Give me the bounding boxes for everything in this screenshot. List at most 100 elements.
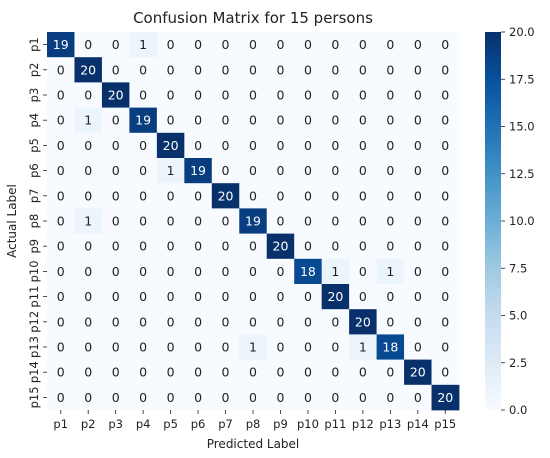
cell-value-label: 1: [84, 214, 92, 229]
heatmap-cell: [156, 284, 185, 310]
cell-value-label: 0: [441, 88, 449, 103]
cell-value-label: 0: [359, 62, 367, 77]
cell-value-label: 0: [331, 37, 339, 52]
heatmap-cell: [266, 107, 295, 134]
cell-value-label: 0: [222, 138, 230, 153]
heatmap-cell: [101, 107, 130, 134]
heatmap-cell: [404, 32, 432, 58]
heatmap-cell: [129, 158, 158, 184]
cell-value-label: 0: [276, 314, 284, 329]
heatmap-cell: [74, 309, 103, 335]
heatmap-cell: [404, 384, 432, 411]
cell-value-label: 0: [112, 289, 120, 304]
heatmap-cell: [349, 107, 377, 134]
heatmap-cell: [74, 32, 103, 58]
heatmap-cell: [47, 57, 75, 83]
heatmap-cell: [184, 258, 213, 285]
heatmap-cell: [376, 82, 405, 108]
cell-value-label: 0: [441, 138, 449, 153]
cell-value-label: 0: [57, 188, 65, 203]
colorbar-tick-label: 2.5: [509, 356, 527, 370]
heatmap-cell: [184, 359, 213, 386]
cell-value-label: 0: [386, 113, 394, 128]
cell-value-label: 0: [441, 163, 449, 178]
cell-value-label: 0: [276, 390, 284, 405]
heatmap-cell: [184, 132, 213, 159]
cell-value-label: 0: [84, 138, 92, 153]
heatmap-cell: [376, 258, 405, 285]
colorbar-tick-label: 20.0: [509, 25, 535, 39]
heatmap-cell: [156, 82, 185, 108]
cell-value-label: 0: [359, 188, 367, 203]
cell-value-label: 0: [276, 365, 284, 380]
heatmap-cell: [404, 183, 432, 209]
x-axis-label: Predicted Label: [207, 437, 300, 451]
heatmap-cell: [431, 57, 460, 83]
heatmap-cell: [431, 334, 460, 360]
cell-value-label: 0: [194, 239, 202, 254]
heatmap-cell: [47, 107, 75, 134]
cell-value-label: 0: [139, 188, 147, 203]
heatmap-cell: [266, 32, 295, 58]
cell-value-label: 0: [139, 163, 147, 178]
heatmap-cell: [156, 32, 185, 58]
cell-value-label: 0: [139, 88, 147, 103]
heatmap-cell: [101, 82, 130, 108]
heatmap-cell: [266, 57, 295, 83]
cell-value-label: 0: [194, 214, 202, 229]
cell-value-label: 0: [276, 340, 284, 355]
heatmap-cell: [74, 334, 103, 360]
cell-value-label: 0: [194, 264, 202, 279]
heatmap-cell: [376, 233, 405, 260]
y-tick-label: p15: [27, 386, 41, 408]
heatmap-cell: [156, 208, 185, 234]
heatmap-cell: [47, 309, 75, 335]
heatmap-cell: [156, 309, 185, 335]
heatmap-cell: [239, 82, 268, 108]
heatmap-cell: [294, 183, 323, 209]
heatmap-cell: [101, 334, 130, 360]
heatmap-cell: [376, 132, 405, 159]
cell-value-label: 0: [386, 188, 394, 203]
cell-value-label: 0: [414, 264, 422, 279]
cell-value-label: 0: [194, 88, 202, 103]
y-tick-label: p12: [27, 311, 41, 333]
cell-value-label: 0: [331, 113, 339, 128]
cell-value-label: 20: [410, 365, 426, 380]
cell-value-label: 0: [194, 113, 202, 128]
cell-value-label: 0: [359, 365, 367, 380]
cell-value-label: 0: [194, 188, 202, 203]
cell-value-label: 0: [222, 314, 230, 329]
cell-value-label: 0: [276, 289, 284, 304]
x-tick-label: p15: [434, 417, 456, 431]
cell-value-label: 0: [167, 390, 175, 405]
cell-value-label: 0: [414, 62, 422, 77]
cell-value-label: 0: [222, 62, 230, 77]
heatmap-cell: [266, 258, 295, 285]
heatmap-cell: [74, 284, 103, 310]
heatmap-cell: [47, 284, 75, 310]
heatmap-cell: [404, 57, 432, 83]
heatmap-cell: [129, 57, 158, 83]
cell-value-label: 0: [441, 314, 449, 329]
cell-value-label: 0: [112, 340, 120, 355]
cell-value-label: 0: [304, 37, 312, 52]
cell-value-label: 0: [414, 289, 422, 304]
heatmap-cell: [211, 309, 240, 335]
cell-value-label: 0: [57, 62, 65, 77]
heatmap-cell: [156, 334, 185, 360]
heatmap-cell: [74, 183, 103, 209]
cell-value-label: 0: [331, 138, 339, 153]
heatmap-cell: [211, 384, 240, 411]
heatmap-cell: [349, 208, 377, 234]
heatmap-cell: [349, 82, 377, 108]
cell-value-label: 0: [57, 138, 65, 153]
heatmap-cell: [184, 309, 213, 335]
cell-value-label: 0: [167, 289, 175, 304]
colorbar-tick-label: 0.0: [509, 403, 527, 417]
heatmap-cell: [239, 233, 268, 260]
heatmap-cell: [211, 82, 240, 108]
heatmap-cell: [74, 258, 103, 285]
cell-value-label: 0: [359, 37, 367, 52]
heatmap-cell: [211, 183, 240, 209]
